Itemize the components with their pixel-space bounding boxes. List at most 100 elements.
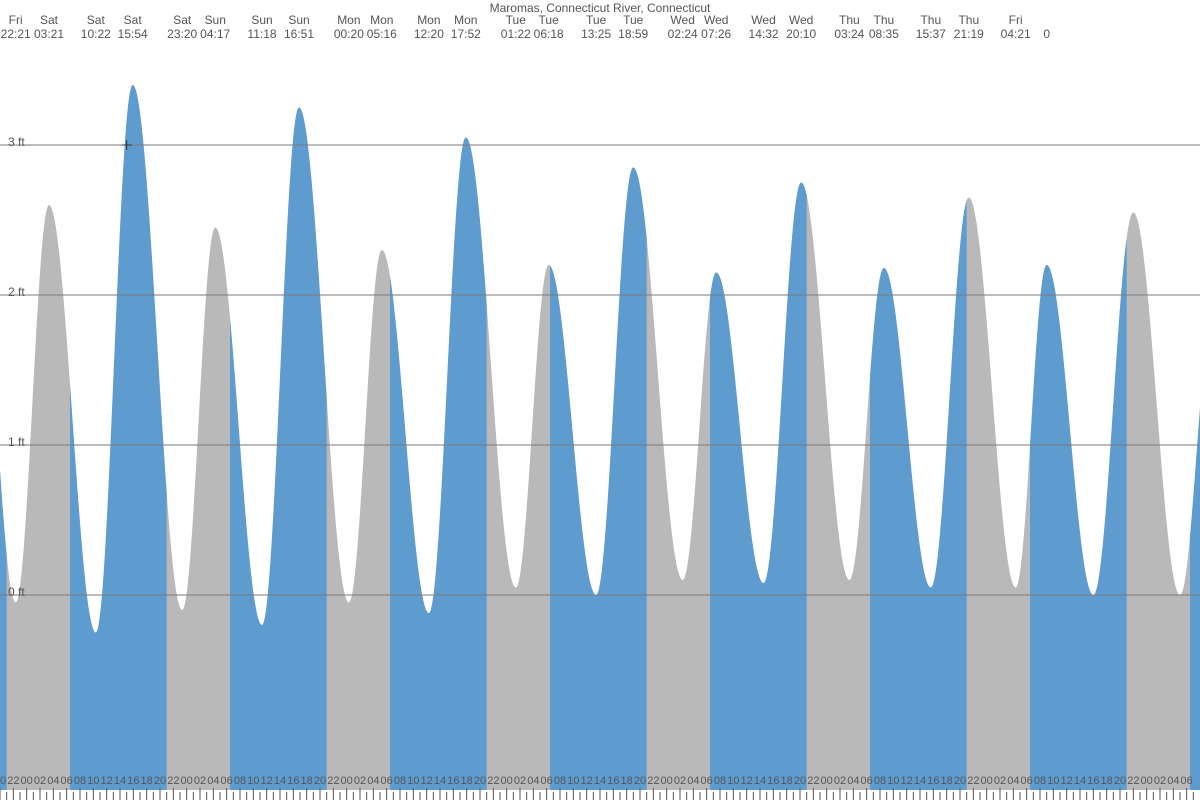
x-axis-label: 16 [927, 775, 939, 787]
x-axis-label: 12 [101, 775, 113, 787]
top-label-time: 04:17 [200, 27, 230, 41]
top-label-time: 15:54 [118, 27, 148, 41]
x-axis-label: 00 [21, 775, 33, 787]
x-axis-label: 14 [434, 775, 446, 787]
top-label-time: 23:20 [167, 27, 197, 41]
x-axis-label: 12 [741, 775, 753, 787]
x-axis-label: 08 [714, 775, 726, 787]
tide-area-day [1030, 238, 1127, 790]
tide-area-day [550, 168, 647, 790]
x-axis-label: 06 [1181, 775, 1193, 787]
x-axis-label: 02 [194, 775, 206, 787]
y-axis-label: 2 ft [8, 285, 25, 299]
top-label-time: 06:18 [534, 27, 564, 41]
x-axis-label: 00 [661, 775, 673, 787]
x-axis-label: 16 [447, 775, 459, 787]
x-axis-label: 22 [807, 775, 819, 787]
tide-area-day [390, 138, 487, 790]
top-label-day: Thu [839, 13, 860, 27]
x-axis-label: 18 [1101, 775, 1113, 787]
x-axis-label: 06 [701, 775, 713, 787]
x-axis-label: 20 [314, 775, 326, 787]
x-axis-label: 18 [941, 775, 953, 787]
x-axis-label: 22 [487, 775, 499, 787]
x-axis-label: 08 [74, 775, 86, 787]
top-label-time: 04:21 [1001, 27, 1031, 41]
x-axis-label: 04 [687, 775, 699, 787]
x-axis-label: 20 [0, 775, 6, 787]
x-axis-label: 06 [221, 775, 233, 787]
x-axis-label: 14 [114, 775, 126, 787]
x-axis-label: 04 [527, 775, 539, 787]
top-label-day: Wed [751, 13, 775, 27]
top-label-day: Thu [920, 13, 941, 27]
x-axis-label: 02 [354, 775, 366, 787]
y-axis-label: 0 ft [8, 585, 25, 599]
top-label-time: 16:51 [284, 27, 314, 41]
x-axis-label: 18 [141, 775, 153, 787]
x-axis-label: 08 [234, 775, 246, 787]
top-label-day: Thu [874, 13, 895, 27]
tide-area-day [710, 183, 807, 790]
x-axis-label: 12 [261, 775, 273, 787]
x-axis-label: 12 [1061, 775, 1073, 787]
x-axis-label: 18 [781, 775, 793, 787]
x-axis-label: 22 [647, 775, 659, 787]
x-axis-label: 04 [847, 775, 859, 787]
top-label-time: 13:25 [581, 27, 611, 41]
x-axis-label: 20 [474, 775, 486, 787]
x-axis-label: 12 [581, 775, 593, 787]
x-axis-label: 16 [607, 775, 619, 787]
tide-chart: 0 ft1 ft2 ft3 ftMaromas, Connecticut Riv… [0, 0, 1200, 800]
top-label-day: Tue [586, 13, 607, 27]
top-label-day: Mon [417, 13, 440, 27]
x-axis-label: 18 [621, 775, 633, 787]
top-label-time: 0 [1043, 27, 1050, 41]
x-axis-label: 08 [554, 775, 566, 787]
x-axis-label: 10 [567, 775, 579, 787]
x-axis-label: 10 [247, 775, 259, 787]
x-axis-label: 16 [1087, 775, 1099, 787]
top-label-time: 18:59 [618, 27, 648, 41]
tide-area-day [0, 470, 7, 790]
top-label-time: 05:16 [367, 27, 397, 41]
x-axis-label: 02 [514, 775, 526, 787]
x-axis-label: 20 [634, 775, 646, 787]
tide-area-day [870, 201, 967, 790]
x-axis-label: 10 [887, 775, 899, 787]
top-label-time: 17:52 [451, 27, 481, 41]
x-axis-label: 04 [47, 775, 59, 787]
x-axis-label: 06 [61, 775, 73, 787]
top-label-time: 21:19 [954, 27, 984, 41]
top-label-time: 02:24 [668, 27, 698, 41]
top-label-time: 10:22 [81, 27, 111, 41]
x-axis-label: 04 [207, 775, 219, 787]
x-axis-label: 22 [7, 775, 19, 787]
top-label-day: Sat [173, 13, 192, 27]
top-label-day: Sat [40, 13, 59, 27]
x-axis-label: 04 [1167, 775, 1179, 787]
top-label-day: Sat [124, 13, 143, 27]
tide-area-day [70, 85, 167, 790]
top-label-time: 03:24 [834, 27, 864, 41]
x-axis-label: 08 [394, 775, 406, 787]
top-label-day: Wed [789, 13, 813, 27]
x-axis-label: 22 [1127, 775, 1139, 787]
x-axis-label: 00 [501, 775, 513, 787]
top-label-time: 15:37 [916, 27, 946, 41]
x-axis-label: 00 [981, 775, 993, 787]
x-axis-label: 06 [381, 775, 393, 787]
x-axis-label: 16 [127, 775, 139, 787]
y-axis-label: 3 ft [8, 135, 25, 149]
top-label-time: 14:32 [749, 27, 779, 41]
top-label-day: Fri [9, 13, 23, 27]
x-axis-label: 04 [1007, 775, 1019, 787]
x-axis-label: 14 [1074, 775, 1086, 787]
x-axis-label: 20 [794, 775, 806, 787]
x-axis-label: 14 [594, 775, 606, 787]
top-label-day: Wed [670, 13, 694, 27]
top-label-day: Sun [205, 13, 226, 27]
x-axis-label: 10 [407, 775, 419, 787]
x-axis-label: 20 [154, 775, 166, 787]
x-axis-label: 16 [767, 775, 779, 787]
